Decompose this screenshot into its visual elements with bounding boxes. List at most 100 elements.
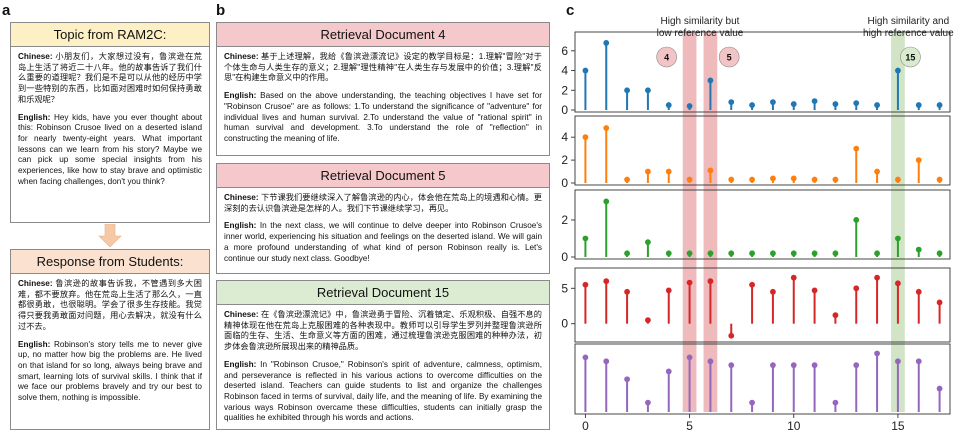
doc4-english-label: English: xyxy=(224,91,257,101)
stem-marker xyxy=(811,250,818,257)
stem-marker xyxy=(603,125,610,131)
y-tick-label: 6 xyxy=(561,44,568,58)
response-card-title: Response from Students: xyxy=(11,250,209,274)
stem-marker xyxy=(645,399,651,406)
stem-marker xyxy=(832,101,839,107)
doc15-english-text: In "Robinson Crusoe," Robinson's spirit … xyxy=(224,359,542,423)
response-english-text: Robinson's story tells me to never give … xyxy=(18,339,202,403)
stem-marker xyxy=(624,376,630,383)
y-tick-label: 4 xyxy=(561,64,568,78)
doc-badge-label: 4 xyxy=(664,53,669,63)
topic-card-body: Chinese: 小朋友们，大家想过没有，鲁滨逊在荒岛上生活了将近二十八年。他的… xyxy=(11,47,209,187)
y-tick-label: 0 xyxy=(561,317,568,331)
stem-marker xyxy=(936,102,943,108)
stem-marker xyxy=(915,358,922,365)
stem-marker xyxy=(895,280,901,287)
stem-marker xyxy=(624,288,630,295)
stem-marker xyxy=(749,102,755,108)
stem-marker xyxy=(582,281,589,288)
doc-badge-label: 5 xyxy=(727,53,732,63)
retrieval-doc-15-card: Retrieval Document 15 Chinese: 在《鲁滨逊漂流记》… xyxy=(216,280,550,430)
subplot-frame xyxy=(574,189,951,260)
stem-marker xyxy=(853,362,860,369)
doc15-english-label: English: xyxy=(224,359,257,369)
stem-marker xyxy=(853,145,860,152)
stem-marker xyxy=(790,362,797,369)
stem-marker xyxy=(707,167,714,174)
subplot-frame xyxy=(574,343,951,415)
y-tick-label: 2 xyxy=(561,153,568,167)
y-tick-label: 5 xyxy=(561,281,568,295)
y-tick-label: 4 xyxy=(561,130,568,144)
stem-marker xyxy=(874,102,880,108)
highlight-band-red xyxy=(703,32,718,412)
doc5-chinese-text: 下节课我们要继续深入了解鲁滨逊的内心，体会他在荒岛上的境遇和心情。更深刻的去认识… xyxy=(224,193,542,213)
stem-marker xyxy=(915,246,922,253)
x-tick-label: 5 xyxy=(686,419,693,430)
highlight-band-green xyxy=(891,32,905,412)
response-card: Response from Students: Chinese: 鲁滨逊的故事告… xyxy=(10,249,210,430)
response-card-body: Chinese: 鲁滨逊的故事告诉我，不管遇到多大困难，都不要放弃。他在荒岛上生… xyxy=(11,274,209,404)
stem-marker xyxy=(686,103,693,109)
stem-marker xyxy=(936,385,943,392)
stem-marker xyxy=(645,317,651,324)
subplot-frame xyxy=(574,267,951,343)
stem-marker xyxy=(707,358,714,365)
stem-marker xyxy=(707,77,714,84)
topic-english-text: Hey kids, have you ever thought about th… xyxy=(18,112,203,186)
stem-marker xyxy=(582,67,589,74)
stem-marker xyxy=(686,279,693,286)
doc-badge xyxy=(718,46,740,68)
stem-marker xyxy=(665,102,672,108)
stem-marker xyxy=(665,287,672,294)
doc15-chinese-label: Chinese: xyxy=(224,310,259,319)
stem-marker xyxy=(665,368,672,375)
stem-marker xyxy=(790,175,797,182)
stem-marker xyxy=(624,176,630,183)
stem-marker xyxy=(874,250,880,257)
stem-marker xyxy=(874,274,880,281)
stem-marker xyxy=(832,250,839,257)
stem-marker xyxy=(853,285,860,292)
stem-marker xyxy=(770,99,776,106)
stem-marker xyxy=(686,250,693,257)
stem-marker xyxy=(728,362,735,369)
stem-marker xyxy=(874,350,880,357)
stem-marker xyxy=(645,168,651,175)
stem-marker xyxy=(749,399,755,406)
stem-marker xyxy=(582,235,589,242)
stem-marker xyxy=(790,101,797,107)
stem-marker xyxy=(915,157,922,163)
x-tick-label: 0 xyxy=(582,419,589,430)
stem-marker xyxy=(853,217,860,223)
doc5-english-text: In the next class, we will continue to d… xyxy=(224,221,542,263)
stem-marker xyxy=(895,235,901,242)
panel-letter-b: b xyxy=(216,2,226,19)
stem-marker xyxy=(624,87,630,94)
stem-marker xyxy=(895,176,901,183)
y-tick-label: 0 xyxy=(561,250,568,264)
doc5-title: Retrieval Document 5 xyxy=(217,164,549,188)
stem-marker xyxy=(728,99,735,106)
stem-marker xyxy=(832,176,839,183)
subplot-frame xyxy=(574,115,951,186)
stem-marker xyxy=(707,250,714,257)
stem-marker xyxy=(603,198,610,205)
doc4-title: Retrieval Document 4 xyxy=(217,23,549,47)
response-chinese-text: 鲁滨逊的故事告诉我，不管遇到多大困难，都不要放弃。他在荒岛上生活了那么久，一直都… xyxy=(18,279,202,331)
down-arrow-icon xyxy=(98,224,122,248)
response-english-label: English: xyxy=(18,339,51,349)
topic-card: Topic from RAM2C: Chinese: 小朋友们，大家想过没有，鲁… xyxy=(10,22,210,223)
stem-marker xyxy=(624,250,630,257)
stem-marker xyxy=(790,274,797,281)
doc4-chinese-label: Chinese: xyxy=(224,52,259,61)
stem-marker xyxy=(832,312,839,319)
topic-english-label: English: xyxy=(18,112,51,122)
stem-marker xyxy=(749,281,755,288)
doc-badge xyxy=(656,46,677,68)
stem-marker xyxy=(811,287,818,294)
doc-badge-label: 15 xyxy=(905,53,915,63)
stem-marker xyxy=(749,176,755,183)
y-tick-label: 2 xyxy=(561,213,568,227)
